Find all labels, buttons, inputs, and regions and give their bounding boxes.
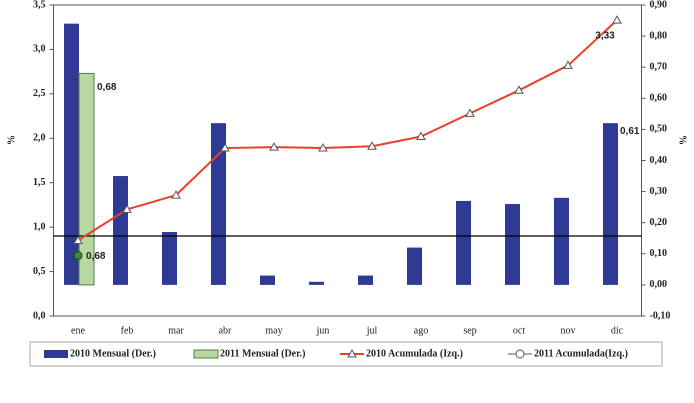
x-tick-label: sep [463, 325, 476, 336]
x-tick-label: ago [414, 325, 428, 336]
marker [171, 190, 181, 199]
legend-marker [347, 348, 357, 358]
y2-tick-label: 0,40 [650, 155, 668, 166]
legend-label: 2010 Acumulada (Izq.) [366, 348, 463, 359]
y-tick-label: 0,0 [33, 310, 46, 321]
value-label: 3,33 [595, 31, 615, 42]
legend-marker [515, 349, 525, 359]
bar [505, 204, 520, 285]
y-axis-label: % [6, 135, 17, 145]
bar [260, 275, 275, 285]
marker [122, 204, 132, 213]
y-tick-label: 0,5 [33, 266, 46, 277]
marker [514, 85, 524, 94]
plot-area [53, 4, 642, 317]
y2-tick-label: 0,60 [650, 93, 668, 104]
y-tick-label: 2,5 [33, 88, 46, 99]
y2-tick-label: -0,10 [650, 310, 671, 321]
bar [407, 247, 422, 285]
marker [563, 60, 573, 69]
y2-axis-label: % [677, 135, 688, 145]
marker [416, 131, 426, 141]
y-tick-label: 1,5 [33, 177, 46, 188]
bar [162, 232, 177, 285]
x-tick-label: dic [611, 325, 624, 336]
bar [309, 281, 324, 285]
x-tick-label: abr [219, 325, 232, 336]
x-tick-label: ene [71, 325, 85, 336]
bar [64, 23, 79, 285]
y2-tick-label: 0,90 [650, 0, 668, 10]
value-label: 0,68 [97, 82, 117, 93]
legend-swatch [193, 349, 219, 359]
y2-tick-label: 0,30 [650, 186, 668, 197]
y2-tick-label: 0,00 [650, 279, 668, 290]
bar [113, 176, 128, 285]
annotation: 0,61 [620, 126, 640, 137]
line [77, 19, 618, 242]
marker [220, 143, 230, 152]
bar [554, 197, 569, 285]
x-tick-label: jul [366, 325, 378, 336]
marker [318, 143, 328, 152]
y2-tick-label: 0,70 [650, 61, 668, 72]
x-tick-label: oct [513, 325, 525, 336]
x-tick-label: jun [316, 325, 330, 336]
legend-label: 2010 Mensual (Der.) [70, 348, 156, 359]
y2-tick-label: 0,50 [650, 124, 668, 135]
x-tick-label: may [265, 325, 282, 336]
y-tick-label: 1,0 [33, 221, 46, 232]
legend-label: 2011 Mensual (Der.) [220, 348, 305, 359]
marker [465, 108, 475, 117]
y-tick-label: 3,0 [33, 44, 46, 55]
marker [73, 235, 83, 244]
bar [603, 123, 618, 285]
legend-swatch [44, 350, 68, 358]
x-tick-label: nov [561, 325, 576, 336]
y2-tick-label: 0,80 [650, 30, 668, 41]
y2-tick-label: 0,20 [650, 217, 668, 228]
x-tick-label: feb [121, 325, 134, 336]
legend-label: 2011 Acumulada(Izq.) [534, 348, 628, 359]
bar [211, 123, 226, 285]
x-tick-label: mar [168, 325, 184, 336]
y-tick-label: 2,0 [33, 133, 46, 144]
marker [73, 251, 83, 261]
marker [612, 15, 622, 24]
marker [269, 142, 279, 151]
y2-tick-label: 0,10 [650, 248, 668, 259]
y-tick-label: 3,5 [33, 0, 46, 10]
bar [358, 275, 373, 285]
bar [456, 200, 471, 285]
marker [367, 141, 377, 150]
value-label: 0,68 [86, 251, 106, 262]
